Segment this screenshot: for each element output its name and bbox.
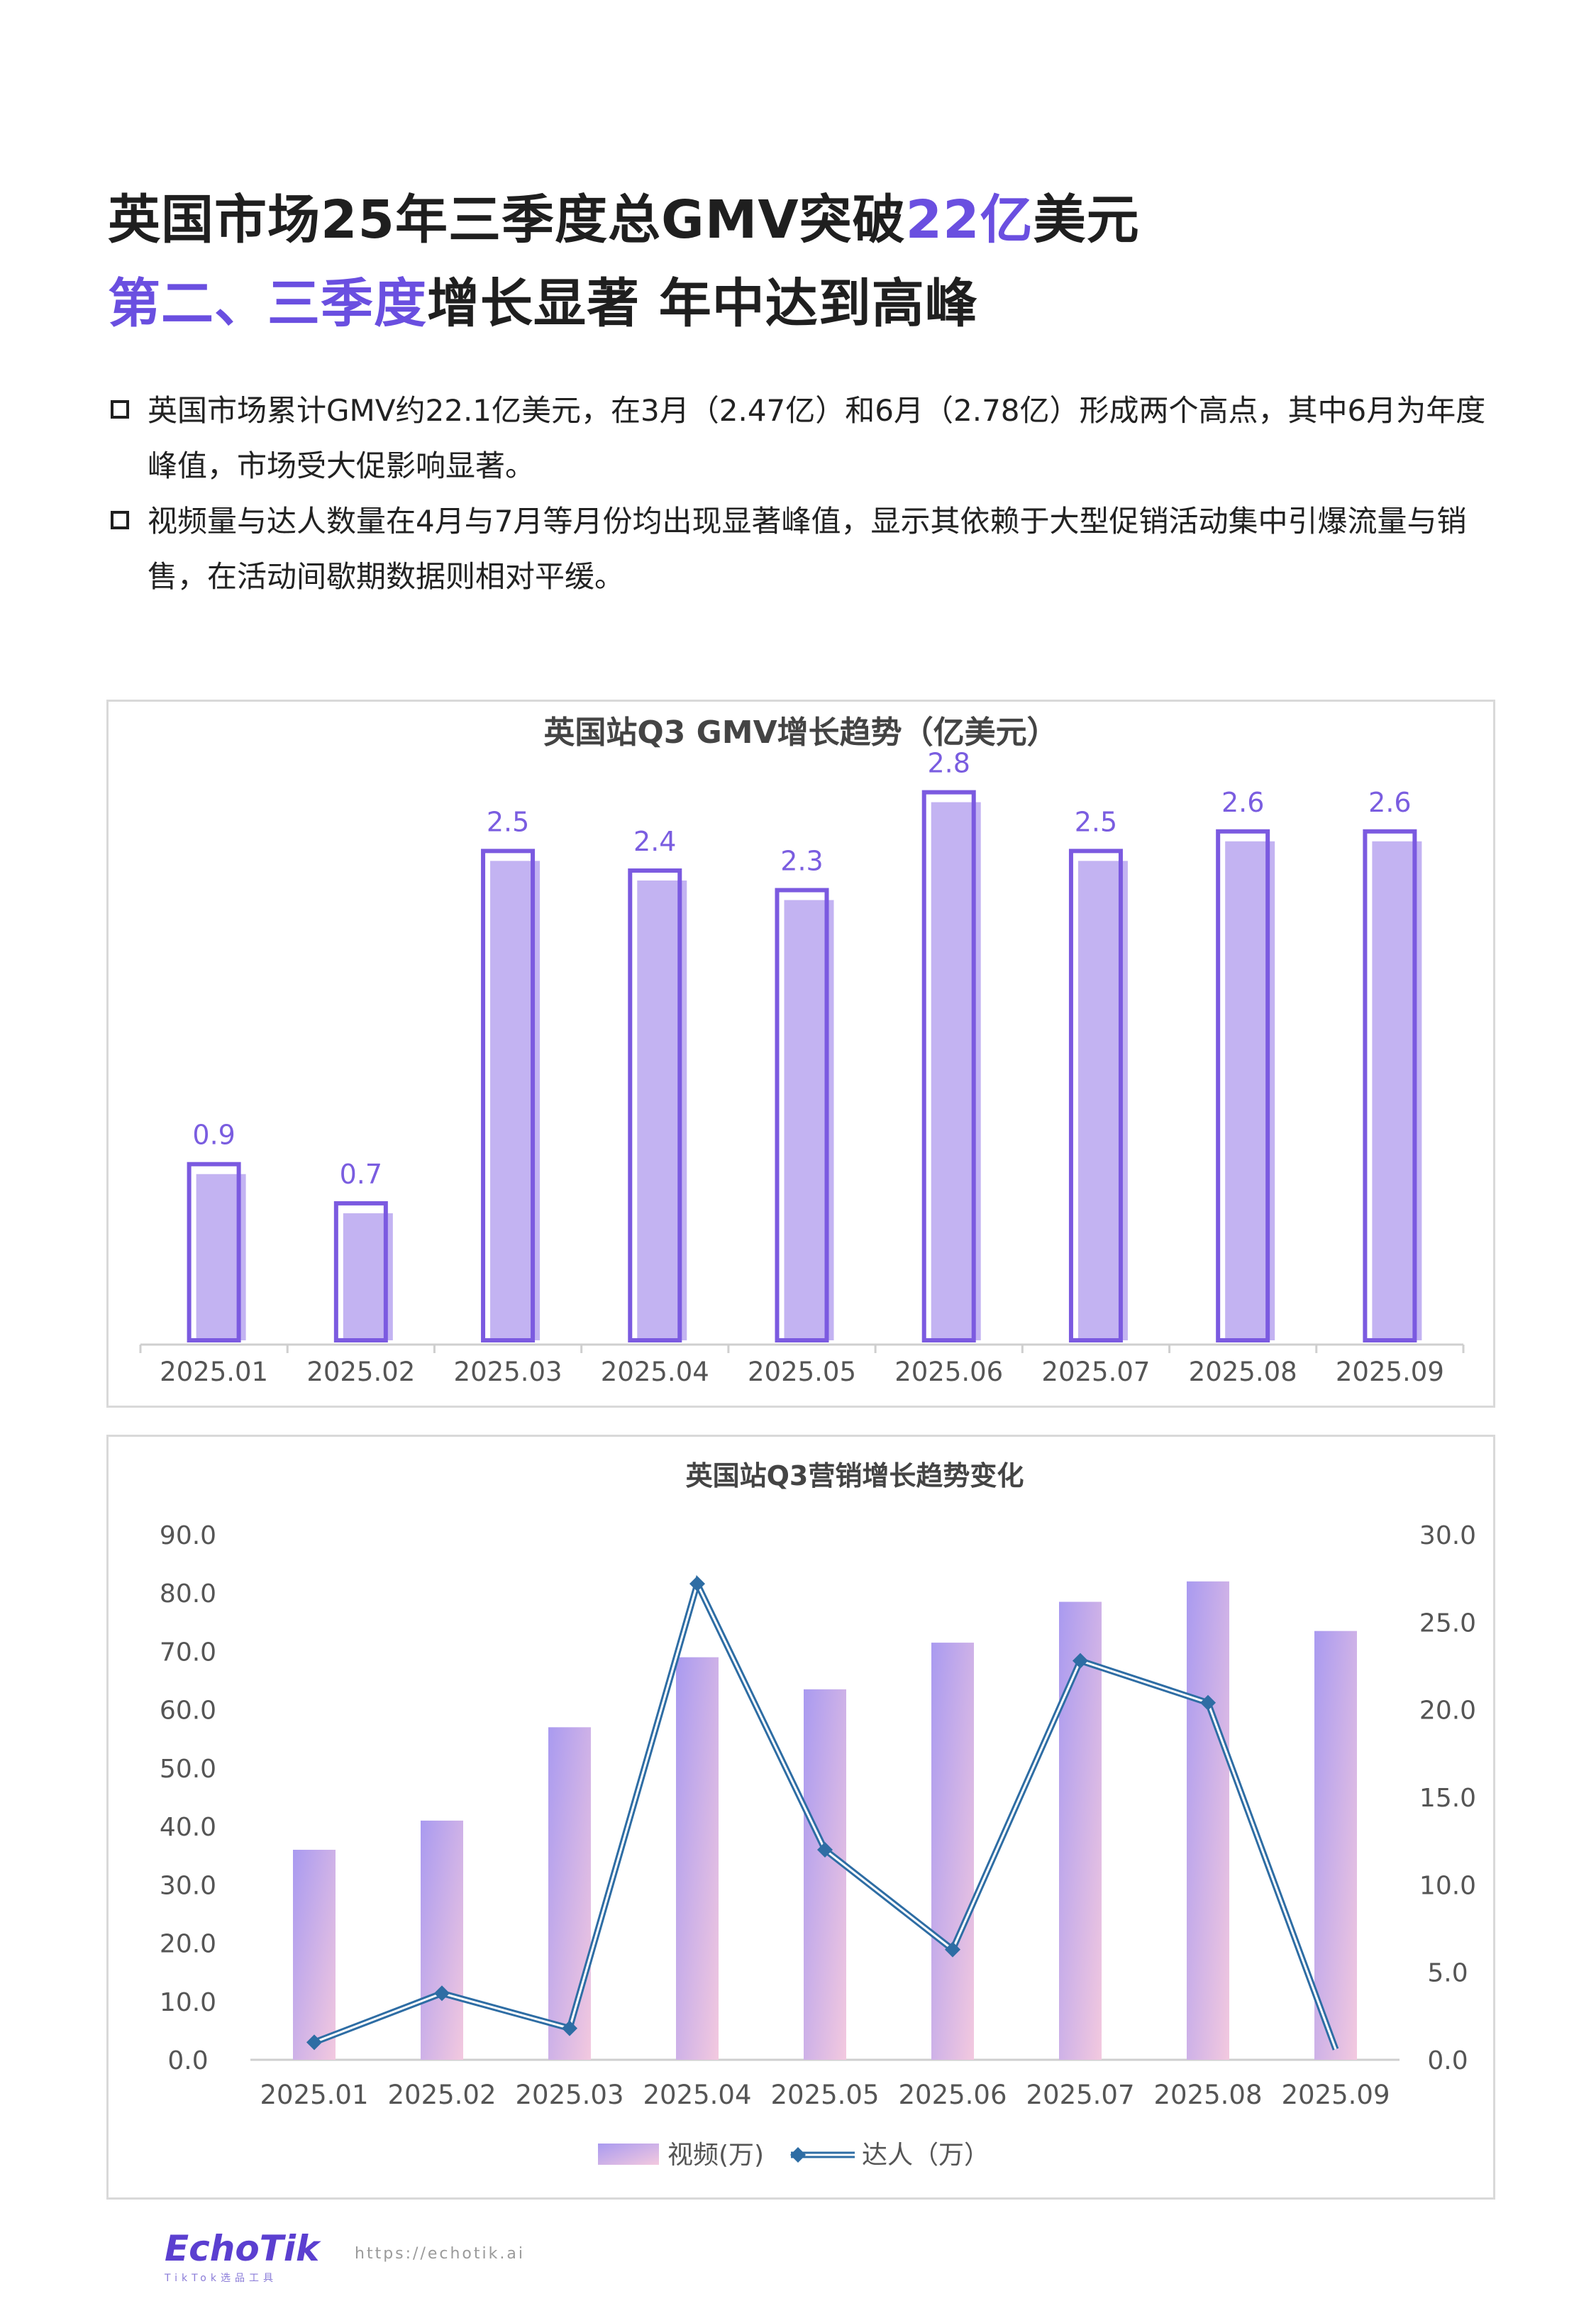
- echotik-logo: EchoTik: [165, 2228, 320, 2269]
- data-label: 0.9: [192, 1120, 235, 1151]
- checkbox-icon: [111, 400, 129, 419]
- y-left-tick-label: 20.0: [160, 1930, 216, 1959]
- title-suffix: 美元: [1033, 189, 1140, 250]
- logo-subtitle: TikTok选品工具: [165, 2273, 277, 2284]
- video-bar: [293, 1850, 336, 2060]
- data-label: 2.3: [780, 846, 823, 877]
- video-bar: [1187, 1581, 1229, 2060]
- bar-outline: [1363, 829, 1417, 1343]
- video-bar: [1059, 1601, 1102, 2060]
- x-tick-label: 2025.02: [306, 1357, 415, 1387]
- page-title-line-1: 英国市场25年三季度总GMV突破22亿美元: [108, 177, 1140, 253]
- bar-outline: [921, 790, 976, 1343]
- title-accent: 22亿: [905, 189, 1033, 250]
- data-label: 2.6: [1368, 787, 1411, 818]
- page-title-line-2: 第二、三季度增长显著 年中达到高峰: [108, 261, 978, 337]
- x-tick-label: 2025.03: [454, 1357, 563, 1387]
- video-bar: [421, 1820, 463, 2060]
- creator-marker: [562, 2020, 577, 2036]
- bullet-item: 英国市场累计GMV约22.1亿美元，在3月（2.47亿）和6月（2.78亿）形成…: [108, 383, 1498, 494]
- x-tick-label: 2025.09: [1336, 1357, 1444, 1387]
- footer-url[interactable]: https://echotik.ai: [355, 2245, 525, 2263]
- x-tick-label: 2025.02: [387, 2080, 496, 2110]
- creator-marker: [817, 1842, 833, 1858]
- marketing-chart-panel: 英国站Q3营销增长趋势变化 0.0 10.0 20.0 30.0 40.0 50.0 60.0…: [106, 1435, 1495, 2200]
- bullet-text: 英国市场累计GMV约22.1亿美元，在3月（2.47亿）和6月（2.78亿）形成…: [148, 393, 1486, 483]
- gmv-chart-panel: 英国站Q3 GMV增长趋势（亿美元） 0.9 2025.01 0.7 2025.02 2.…: [106, 700, 1495, 1408]
- creator-marker: [306, 2034, 322, 2051]
- y-left-tick-label: 10.0: [160, 1988, 216, 2017]
- x-tick-label: 2025.08: [1189, 1357, 1297, 1387]
- bar-outline: [1068, 849, 1123, 1342]
- creator-marker: [689, 1576, 705, 1592]
- creator-marker: [945, 1941, 960, 1958]
- legend-bar-swatch: [598, 2144, 659, 2165]
- checkbox-icon: [111, 511, 129, 529]
- bar-outline: [628, 868, 682, 1342]
- y-left-tick-label: 80.0: [160, 1579, 216, 1609]
- marketing-combo-chart: 英国站Q3营销增长趋势变化 0.0 10.0 20.0 30.0 40.0 50.0 60.0…: [160, 1460, 1476, 2170]
- bar-outline: [187, 1162, 241, 1342]
- bar-outline: [481, 849, 536, 1342]
- video-bar: [676, 1657, 719, 2060]
- x-tick-label: 2025.01: [160, 1357, 268, 1387]
- bar-outline: [1216, 829, 1270, 1343]
- y-left-tick-label: 0.0: [167, 2046, 208, 2075]
- x-tick-label: 2025.03: [515, 2080, 624, 2110]
- bullet-text: 视频量与达人数量在4月与7月等月份均出现显著峰值，显示其依赖于大型促销活动集中引…: [148, 504, 1467, 594]
- creator-marker: [434, 1985, 450, 2002]
- y-right-tick-label: 30.0: [1419, 1521, 1476, 1550]
- data-label: 2.8: [928, 748, 970, 779]
- y-left-tick-label: 90.0: [160, 1521, 216, 1550]
- y-left-tick-label: 50.0: [160, 1755, 216, 1784]
- video-bar: [1314, 1631, 1357, 2060]
- title-prefix: 英国市场25年三季度总GMV突破: [108, 189, 906, 250]
- legend-bar-label: 视频(万): [667, 2141, 764, 2170]
- x-tick-label: 2025.07: [1026, 2080, 1134, 2110]
- x-tick-label: 2025.08: [1153, 2080, 1262, 2110]
- chart-title: 英国站Q3营销增长趋势变化: [686, 1460, 1024, 1491]
- bullet-item: 视频量与达人数量在4月与7月等月份均出现显著峰值，显示其依赖于大型促销活动集中引…: [108, 494, 1498, 605]
- x-tick-label: 2025.07: [1041, 1357, 1150, 1387]
- y-left-tick-label: 40.0: [160, 1813, 216, 1842]
- x-tick-label: 2025.09: [1281, 2080, 1390, 2110]
- x-tick-label: 2025.05: [770, 2080, 879, 2110]
- y-right-tick-label: 25.0: [1419, 1609, 1476, 1638]
- y-left-tick-label: 30.0: [160, 1871, 216, 1900]
- video-bar: [804, 1689, 846, 2060]
- subtitle-suffix: 增长显著 年中达到高峰: [427, 273, 978, 334]
- y-left-tick-label: 70.0: [160, 1638, 216, 1667]
- x-tick-label: 2025.05: [748, 1357, 856, 1387]
- x-tick-label: 2025.06: [894, 1357, 1003, 1387]
- y-right-tick-label: 0.0: [1427, 2046, 1468, 2075]
- legend-marker: [790, 2147, 806, 2163]
- data-label: 2.6: [1221, 787, 1264, 818]
- x-tick-label: 2025.04: [601, 1357, 709, 1387]
- chart-title: 英国站Q3 GMV增长趋势（亿美元）: [543, 715, 1058, 751]
- y-right-tick-label: 20.0: [1419, 1697, 1476, 1726]
- creator-marker: [1073, 1653, 1088, 1669]
- bar-outline: [775, 888, 829, 1343]
- subtitle-accent: 第二、三季度: [108, 273, 427, 334]
- bar-outline: [333, 1201, 388, 1342]
- summary-bullets: 英国市场累计GMV约22.1亿美元，在3月（2.47亿）和6月（2.78亿）形成…: [108, 383, 1498, 605]
- data-label: 2.4: [633, 826, 676, 857]
- y-right-tick-label: 10.0: [1419, 1871, 1476, 1900]
- x-tick-label: 2025.01: [260, 2080, 368, 2110]
- y-left-tick-label: 60.0: [160, 1697, 216, 1726]
- data-label: 0.7: [340, 1159, 382, 1190]
- data-label: 2.5: [487, 806, 529, 837]
- gmv-bar-chart: 英国站Q3 GMV增长趋势（亿美元） 0.9 2025.01 0.7 2025.02 2.…: [139, 715, 1465, 1387]
- data-label: 2.5: [1075, 806, 1117, 837]
- legend-line-label: 达人（万）: [862, 2141, 990, 2170]
- video-bar: [931, 1643, 974, 2060]
- x-tick-label: 2025.06: [898, 2080, 1007, 2110]
- x-tick-label: 2025.04: [643, 2080, 751, 2110]
- video-bar: [548, 1727, 591, 2060]
- y-right-tick-label: 5.0: [1427, 1959, 1468, 1988]
- y-right-tick-label: 15.0: [1419, 1784, 1476, 1813]
- creator-marker: [1200, 1694, 1216, 1711]
